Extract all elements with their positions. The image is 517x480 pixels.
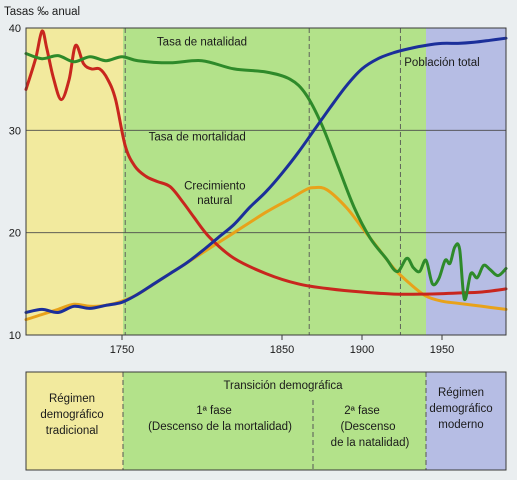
phase-fase2-line2: (Descenso <box>341 421 396 433</box>
x-tick-1750: 1750 <box>110 344 134 356</box>
annotation-2: Población total <box>404 57 479 69</box>
phase-fase2-line1: 2ª fase <box>344 405 380 417</box>
plot-area: Tasa de natalidad Población total Tasa de … <box>24 27 508 336</box>
phase-fase2-line3: de la natalidad) <box>331 437 410 449</box>
series-line-tasa-de-natalidad <box>24 52 508 301</box>
phase-transicion-title: Transición demográfica <box>223 380 343 392</box>
series-lines <box>24 29 508 322</box>
phase-fase1-line2: (Descenso de la mortalidad) <box>148 421 292 433</box>
y-tick-20: 20 <box>9 228 21 240</box>
phase-moderno-line1: Régimen <box>438 387 484 399</box>
band-moderno <box>426 28 506 335</box>
x-axis-ticks: 1750 1850 1900 1950 <box>110 335 454 356</box>
x-tick-1950: 1950 <box>430 344 454 356</box>
phase-fase1-line1: 1ª fase <box>196 405 232 417</box>
x-tick-1850: 1850 <box>270 344 294 356</box>
annotation-3: Tasa de mortalidad <box>149 132 246 144</box>
phase-band-transicion <box>123 372 426 470</box>
series-line-tasa-de-mortalidad <box>24 29 508 296</box>
annotation-5: natural <box>197 195 232 207</box>
phase-moderno-line3: moderno <box>438 419 483 431</box>
annotation-4: Crecimiento <box>184 181 245 193</box>
y-axis-ticks: 10 20 30 40 <box>9 23 21 342</box>
phase-tradicional-line1: Régimen <box>49 393 95 405</box>
y-tick-40: 40 <box>9 23 21 35</box>
y-tick-30: 30 <box>9 125 21 137</box>
phase-panel: Régimen demográfico tradicional Transici… <box>25 371 507 471</box>
y-axis-title: Tasas ‰ anual <box>4 6 80 18</box>
gridlines <box>26 129 506 234</box>
band-tradicional <box>26 28 123 335</box>
phase-tradicional-line3: tradicional <box>46 425 98 437</box>
series-line-poblacion-total <box>24 36 508 315</box>
phase-tradicional-line2: demográfico <box>40 409 103 421</box>
phase-band-moderno <box>426 372 506 470</box>
x-tick-1900: 1900 <box>350 344 374 356</box>
annotation-1: Tasa de natalidad <box>157 36 247 48</box>
plot-frame <box>25 27 507 336</box>
phase-moderno-line2: demográfico <box>429 403 492 415</box>
series-annotations: Tasa de natalidad Población total Tasa de … <box>149 36 480 207</box>
phase-panel-frame <box>25 371 507 471</box>
phase-dividers <box>124 28 401 335</box>
phase-band-tradicional <box>26 372 123 470</box>
y-tick-10: 10 <box>9 330 21 342</box>
